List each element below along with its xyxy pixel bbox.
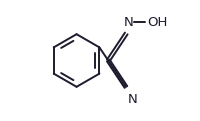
Text: OH: OH bbox=[147, 16, 167, 29]
Text: N: N bbox=[127, 93, 137, 106]
Text: N: N bbox=[123, 16, 133, 29]
